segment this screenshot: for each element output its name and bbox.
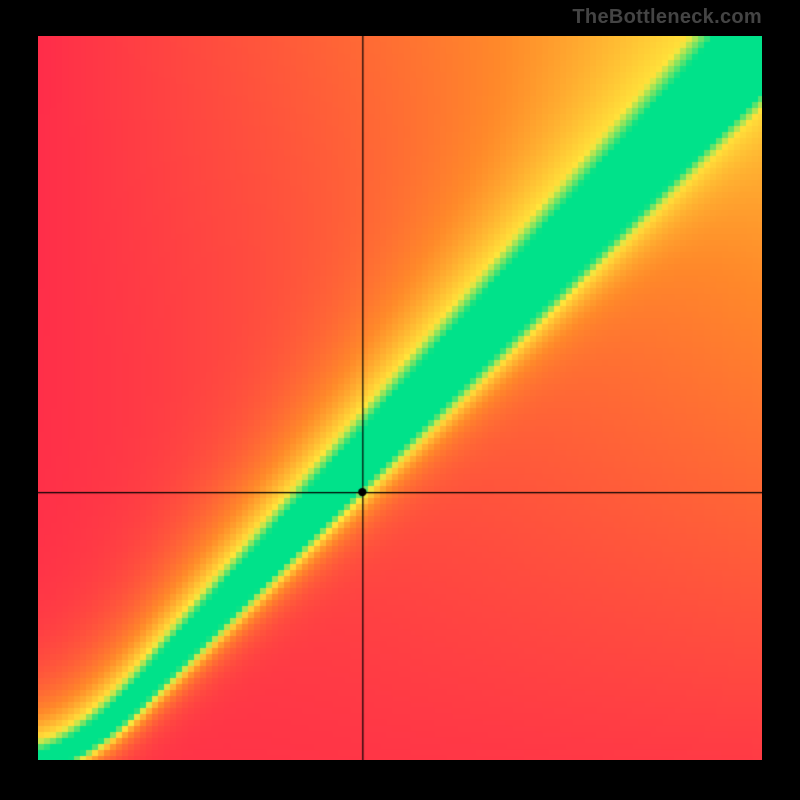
watermark-text: TheBottleneck.com (572, 6, 762, 29)
heatmap-canvas (38, 36, 762, 760)
chart-container: TheBottleneck.com (0, 0, 800, 800)
heatmap-plot (38, 36, 762, 760)
